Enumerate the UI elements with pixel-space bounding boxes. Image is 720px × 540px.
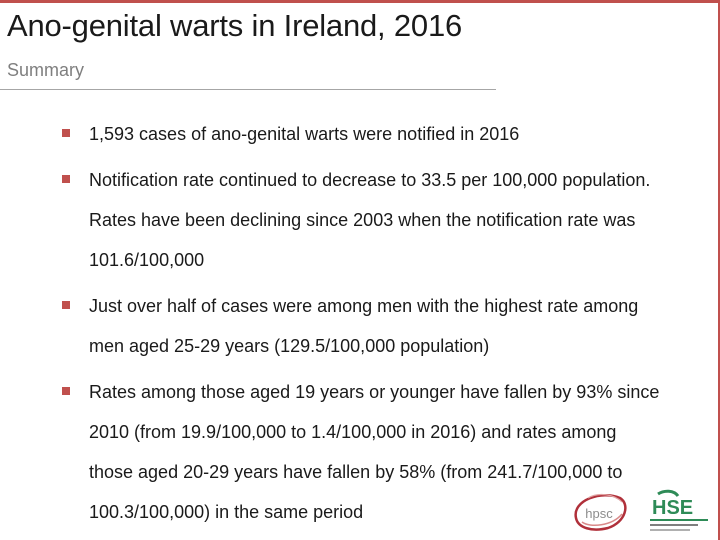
summary-bullet-list: 1,593 cases of ano-genital warts were no… (62, 114, 662, 538)
bullet-text: Just over half of cases were among men w… (89, 296, 639, 356)
hpsc-logo: hpsc (568, 488, 630, 532)
hpsc-logo-icon: hpsc (574, 493, 627, 531)
hse-logo-text: HSE (652, 497, 693, 519)
square-bullet-icon (62, 129, 70, 137)
hse-logo-icon: HSE (650, 489, 708, 531)
bullet-item: Notification rate continued to decrease … (62, 160, 662, 280)
slide-subtitle: Summary (7, 60, 85, 80)
slide-top-border (0, 0, 720, 3)
slide-right-border (718, 0, 720, 540)
bullet-item: Rates among those aged 19 years or young… (62, 372, 662, 532)
slide-title: Ano-genital warts in Ireland, 2016 (7, 8, 463, 43)
bullet-item: Just over half of cases were among men w… (62, 286, 662, 366)
subtitle-divider (0, 89, 496, 90)
bullet-text: Rates among those aged 19 years or young… (89, 382, 660, 522)
square-bullet-icon (62, 175, 70, 183)
bullet-text: Notification rate continued to decrease … (89, 170, 651, 270)
hse-logo: HSE (648, 488, 712, 534)
square-bullet-icon (62, 301, 70, 309)
bullet-item: 1,593 cases of ano-genital warts were no… (62, 114, 662, 154)
square-bullet-icon (62, 387, 70, 395)
bullet-text: 1,593 cases of ano-genital warts were no… (89, 124, 520, 144)
hpsc-logo-text: hpsc (585, 506, 613, 521)
